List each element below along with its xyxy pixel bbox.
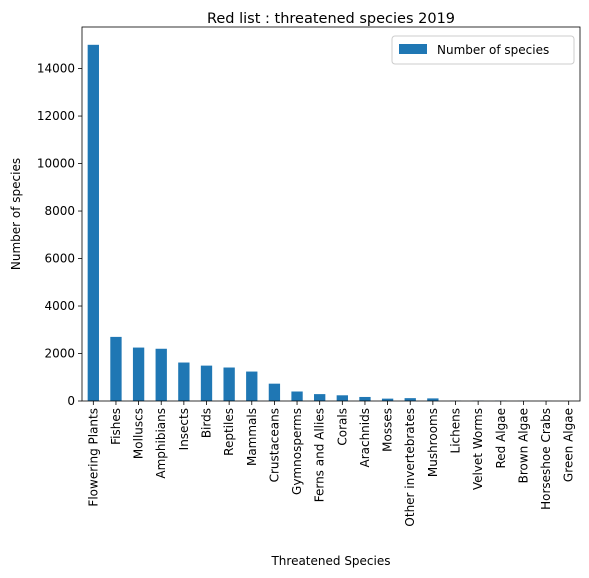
y-tick-label: 4000	[44, 299, 75, 313]
x-tick-label: Molluscs	[132, 408, 146, 459]
x-tick-label: Mushrooms	[426, 408, 440, 477]
y-tick-label: 2000	[44, 347, 75, 361]
x-tick-label: Flowering Plants	[86, 408, 100, 507]
bar	[336, 395, 348, 401]
bar	[359, 396, 371, 401]
bar	[427, 398, 439, 401]
bar	[155, 348, 167, 401]
y-tick-label: 8000	[44, 204, 75, 218]
x-tick-label: Velvet Worms	[471, 408, 485, 490]
bar	[178, 362, 190, 401]
x-tick-label: Crustaceans	[267, 408, 281, 482]
chart-title: Red list : threatened species 2019	[207, 11, 455, 27]
bar	[132, 347, 145, 401]
bar	[404, 398, 416, 401]
x-tick-label: Gymnosperms	[290, 408, 304, 495]
x-axis-label: Threatened Species	[270, 554, 390, 568]
bar	[200, 365, 213, 401]
y-ticks: 0 2000 4000 6000 8000 10000 12000 14000	[37, 62, 82, 408]
bar	[268, 383, 281, 401]
y-tick-label: 14000	[37, 62, 75, 76]
bar	[314, 394, 326, 401]
y-axis-label: Number of species	[9, 158, 23, 270]
y-tick-label: 6000	[44, 252, 75, 266]
bar	[110, 336, 122, 401]
legend: Number of species	[391, 35, 575, 65]
y-tick-label: 10000	[37, 157, 75, 171]
legend-frame	[391, 35, 575, 65]
bar	[381, 398, 394, 401]
x-tick-label: Brown Algae	[516, 408, 530, 483]
x-tick-label: Birds	[200, 408, 214, 438]
x-tick-label: Amphibians	[154, 408, 168, 479]
x-tick-label: Reptiles	[222, 408, 236, 456]
legend-label: Number of species	[437, 43, 549, 57]
x-tick-label: Mosses	[381, 408, 395, 452]
bar	[246, 371, 258, 401]
y-tick-label: 12000	[37, 109, 75, 123]
x-tick-label: Ferns and Allies	[313, 408, 327, 502]
x-tick-label: Red Algae	[494, 408, 508, 469]
x-tick-label: Insects	[177, 408, 191, 450]
x-ticks: Flowering Plants Fishes Molluscs Amphibians…	[86, 401, 576, 527]
plot-frame	[81, 26, 581, 402]
x-tick-label: Horseshoe Crabs	[539, 408, 553, 510]
x-tick-label: Arachnids	[358, 408, 372, 468]
legend-swatch	[399, 44, 427, 54]
bars-group	[87, 44, 552, 402]
x-tick-label: Other invertebrates	[403, 408, 417, 527]
x-tick-label: Lichens	[449, 408, 463, 453]
x-tick-label: Fishes	[109, 408, 123, 445]
x-tick-label: Green Algae	[562, 408, 576, 482]
bar	[223, 367, 235, 401]
bar	[87, 44, 99, 402]
y-tick-label: 0	[67, 394, 75, 408]
bar	[291, 391, 303, 401]
x-tick-label: Mammals	[245, 408, 259, 466]
x-tick-label: Corals	[335, 408, 349, 446]
